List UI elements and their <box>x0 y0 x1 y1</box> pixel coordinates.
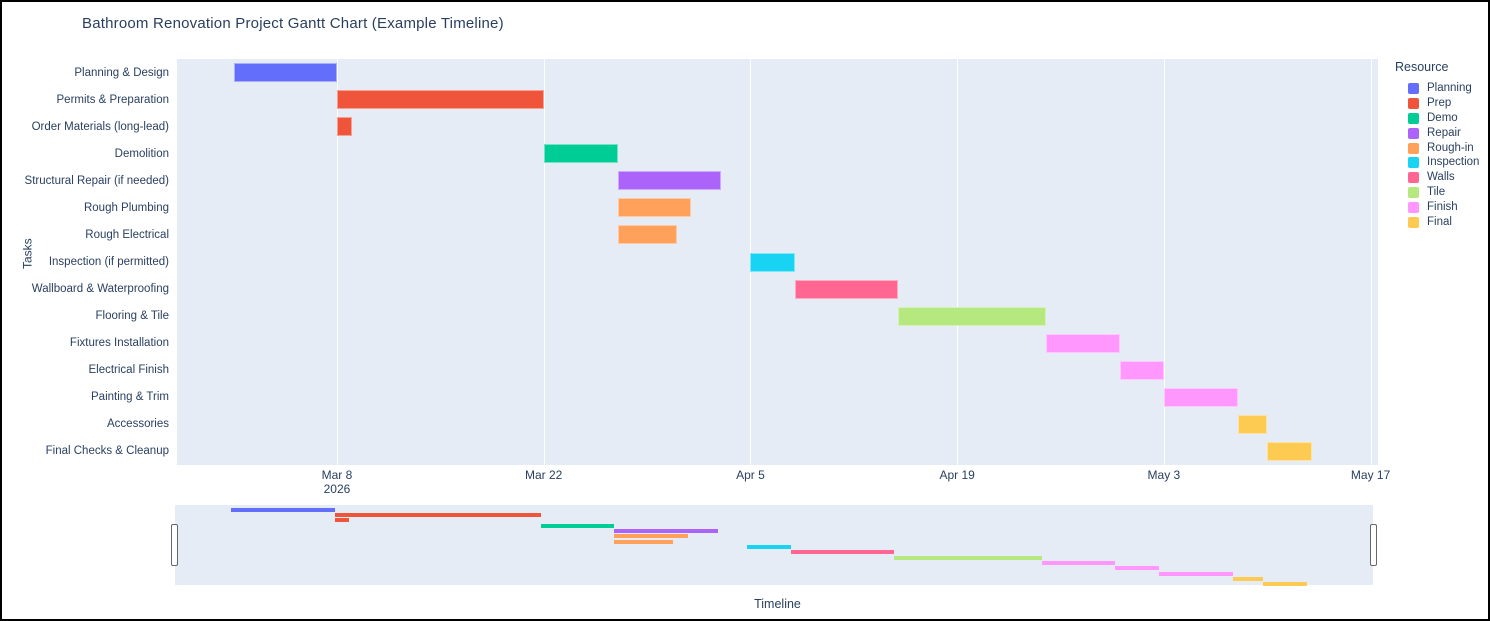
legend-label: Finish <box>1427 201 1458 214</box>
task-label: Electrical Finish <box>88 364 169 377</box>
legend-label: Repair <box>1427 126 1461 139</box>
rangeslider[interactable] <box>171 505 1377 587</box>
legend-item-finish[interactable]: Finish <box>1395 200 1488 215</box>
legend-label: Planning <box>1427 81 1472 94</box>
legend-swatch-icon <box>1408 142 1419 154</box>
rangeslider-bar <box>791 550 895 555</box>
rangeslider-bar <box>1262 582 1307 587</box>
legend-label: Inspection <box>1427 156 1480 169</box>
x-axis-title: Timeline <box>754 597 801 611</box>
task-label: Rough Plumbing <box>83 201 169 214</box>
task-label: Permits & Preparation <box>56 93 170 106</box>
task-label: Structural Repair (if needed) <box>24 174 169 187</box>
task-label: Planning & Design <box>74 66 169 79</box>
gantt-bar[interactable] <box>1237 414 1268 434</box>
x-tick-label: Apr 19 <box>939 468 975 482</box>
legend-label: Walls <box>1427 171 1455 184</box>
task-label: Fixtures Installation <box>69 337 169 350</box>
rangeslider-bar <box>614 534 689 539</box>
legend-item-inspection[interactable]: Inspection <box>1395 155 1488 170</box>
x-tick-label: Mar 22 <box>525 468 563 482</box>
task-label: Order Materials (long-lead) <box>31 120 169 133</box>
plot-area[interactable] <box>177 59 1378 465</box>
gantt-bar[interactable] <box>1119 360 1164 380</box>
task-label: Painting & Trim <box>91 391 169 404</box>
gantt-bar[interactable] <box>617 225 677 245</box>
gantt-bar[interactable] <box>233 63 337 83</box>
legend-item-planning[interactable]: Planning <box>1395 81 1488 96</box>
gantt-bar[interactable] <box>543 144 618 164</box>
task-label: Demolition <box>114 147 169 160</box>
legend-label: Demo <box>1427 111 1458 124</box>
x-tick-label: Mar 8 2026 <box>321 468 353 496</box>
gridline <box>1163 59 1165 465</box>
legend-swatch-icon <box>1408 127 1419 139</box>
x-axis-ticks: Mar 8 2026 Mar 22 Apr 5 Apr 19 May 3 May 17 <box>177 468 1391 500</box>
rangeslider-bar <box>614 539 674 544</box>
x-tick-label: May 17 <box>1350 468 1391 482</box>
legend-item-final[interactable]: Final <box>1395 215 1488 230</box>
legend-item-walls[interactable]: Walls <box>1395 170 1488 185</box>
rangeslider-bar <box>1233 577 1263 582</box>
legend-item-demo[interactable]: Demo <box>1395 111 1488 126</box>
rangeslider-bar <box>231 507 335 512</box>
legend: Resource Planning Prep Demo Repair Rough-in I… <box>1395 60 1488 230</box>
task-label: Flooring & Tile <box>95 310 169 323</box>
task-label: Accessories <box>107 418 169 431</box>
rangeslider-right-handle[interactable] <box>1370 524 1377 566</box>
rangeslider-bar <box>746 544 792 549</box>
gantt-bar[interactable] <box>750 252 795 272</box>
gantt-bar[interactable] <box>617 198 692 218</box>
rangeslider-bar <box>1041 561 1116 565</box>
x-tick-label: May 3 <box>1147 468 1181 482</box>
legend-items: Planning Prep Demo Repair Rough-in Inspection… <box>1395 81 1488 230</box>
gantt-bar[interactable] <box>336 90 544 110</box>
gantt-bar[interactable] <box>617 171 721 191</box>
legend-swatch-icon <box>1408 157 1419 169</box>
legend-swatch-icon <box>1408 112 1419 124</box>
gridline <box>336 59 338 465</box>
legend-title: Resource <box>1395 60 1449 74</box>
legend-label: Prep <box>1427 96 1452 109</box>
gantt-bar[interactable] <box>1163 387 1238 407</box>
legend-label: Rough-in <box>1427 141 1474 154</box>
rangeslider-bar <box>334 512 541 517</box>
task-label: Rough Electrical <box>85 228 169 241</box>
legend-swatch-icon <box>1408 202 1419 214</box>
gantt-bar[interactable] <box>1045 333 1120 353</box>
legend-swatch-icon <box>1408 216 1419 228</box>
gantt-bar[interactable] <box>794 279 899 299</box>
gridline <box>957 59 959 465</box>
legend-item-repair[interactable]: Repair <box>1395 126 1488 141</box>
legend-item-tile[interactable]: Tile <box>1395 185 1488 200</box>
legend-swatch-icon <box>1408 172 1419 184</box>
gantt-bar[interactable] <box>336 117 352 137</box>
task-label: Final Checks & Cleanup <box>45 445 169 458</box>
legend-swatch-icon <box>1408 97 1419 109</box>
gantt-bar[interactable] <box>898 306 1046 326</box>
task-label: Wallboard & Waterproofing <box>31 283 169 296</box>
y-axis-labels: Planning & Design Permits & Preparation Or… <box>2 59 173 465</box>
legend-swatch-icon <box>1408 82 1419 94</box>
rangeslider-bar <box>540 523 615 528</box>
gridline <box>1370 59 1372 465</box>
gridline <box>543 59 545 465</box>
rangeslider-bar <box>614 528 718 533</box>
legend-label: Final <box>1427 215 1452 228</box>
rangeslider-left-handle[interactable] <box>171 524 178 566</box>
rangeslider-bar <box>1115 566 1160 571</box>
task-label: Inspection (if permitted) <box>48 256 169 268</box>
chart-title: Bathroom Renovation Project Gantt Chart … <box>82 15 504 32</box>
gantt-bar[interactable] <box>1267 441 1312 461</box>
x-tick-label: Apr 5 <box>736 468 765 482</box>
legend-item-prep[interactable]: Prep <box>1395 96 1488 111</box>
rangeslider-bar <box>894 555 1042 560</box>
legend-item-rough-in[interactable]: Rough-in <box>1395 141 1488 156</box>
legend-swatch-icon <box>1408 187 1419 199</box>
rangeslider-bar <box>334 518 350 523</box>
rangeslider-bar <box>1159 571 1234 576</box>
legend-label: Tile <box>1427 186 1446 199</box>
